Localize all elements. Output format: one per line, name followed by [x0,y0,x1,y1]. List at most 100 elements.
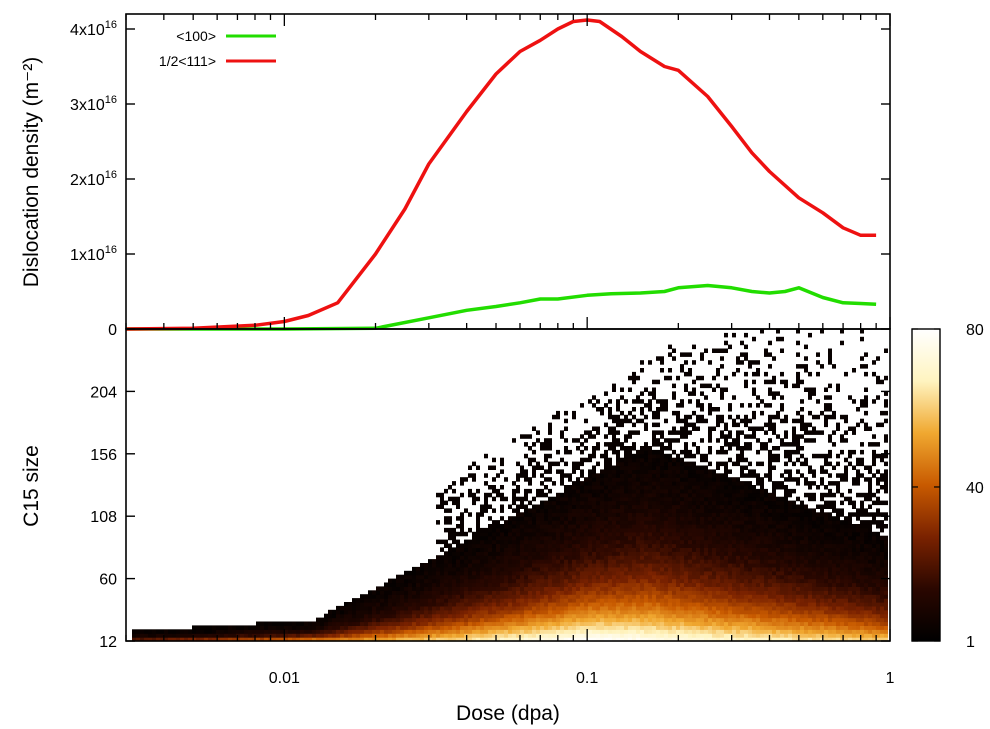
heatmap-cell [320,637,324,642]
heatmap-cell [500,629,504,634]
heatmap-cell [432,637,436,642]
heatmap-cell [456,609,460,615]
heatmap-cell [616,403,620,408]
heatmap-cell [444,574,448,580]
heatmap-cell [444,539,448,545]
heatmap-cell [500,609,504,615]
heatmap-cell [680,516,684,521]
heatmap-cell [572,629,576,634]
heatmap-cell [500,633,504,638]
heatmap-cell [536,438,540,443]
heatmap-cell [476,520,480,525]
heatmap-cell [744,422,748,428]
heatmap-cell [752,543,756,548]
heatmap-cell [720,559,724,564]
heatmap-cell [688,578,692,584]
heatmap-cell [708,547,712,552]
heatmap-cell [592,602,596,607]
heatmap-cell [580,547,584,552]
heatmap-cell [400,621,404,626]
heatmap-cell [544,453,548,459]
heatmap-cell [468,492,472,498]
heatmap-cell [496,625,500,630]
heatmap-cell [516,629,520,634]
heatmap-cell [664,574,668,580]
heatmap-cell [372,602,376,607]
heatmap-cell [700,586,704,591]
heatmap-cell [588,527,592,533]
heatmap-cell [400,578,404,584]
heatmap-cell [788,578,792,584]
heatmap-cell [656,465,660,470]
heatmap-cell [676,465,680,470]
heatmap-cell [788,457,792,463]
heatmap-cell [768,438,772,443]
heatmap-cell [420,598,424,603]
heatmap-cell [440,570,444,576]
heatmap-cell [700,477,704,482]
heatmap-cell [680,617,684,623]
heatmap-cell [556,617,560,623]
heatmap-cell [764,621,768,626]
heatmap-cell [708,485,712,490]
heatmap-cell [712,582,716,587]
heatmap-cell [676,602,680,607]
heatmap-cell [452,594,456,599]
heatmap-cell [368,594,372,599]
heatmap-cell [648,629,652,634]
heatmap-cell [536,555,540,560]
heatmap-cell [564,598,568,603]
heatmap-cell [692,442,696,447]
heatmap-cell [252,625,256,630]
heatmap-cell [612,414,616,420]
heatmap-cell [748,598,752,603]
heatmap-cell [484,633,488,638]
heatmap-cell [596,516,600,521]
heatmap-cell [688,570,692,576]
heatmap-cell [540,578,544,584]
heatmap-cell [580,629,584,634]
heatmap-cell [524,524,528,529]
heatmap-cell [324,637,328,642]
heatmap-cell [460,582,464,587]
heatmap-cell [492,602,496,607]
heatmap-cell [628,633,632,638]
heatmap-cell [628,492,632,498]
heatmap-cell [536,621,540,626]
heatmap-cell [392,582,396,587]
heatmap-cell [768,504,772,509]
heatmap-cell [656,609,660,615]
heatmap-cell [640,602,644,607]
heatmap-cell [488,504,492,509]
heatmap-cell [436,633,440,638]
heatmap-cell [472,629,476,634]
heatmap-cell [572,633,576,638]
heatmap-cell [692,344,696,350]
heatmap-cell [644,520,648,525]
heatmap-cell [652,621,656,626]
heatmap-cell [472,559,476,564]
heatmap-cell [720,391,724,396]
heatmap-cell [596,399,600,404]
heatmap-cell [684,613,688,619]
heatmap-cell [424,586,428,591]
heatmap-cell [644,609,648,615]
heatmap-cell [664,500,668,506]
heatmap-cell [568,512,572,517]
heatmap-cell [580,605,584,611]
heatmap-cell [692,465,696,470]
heatmap-cell [664,438,668,443]
heatmap-cell [608,539,612,545]
heatmap-cell [560,469,564,474]
heatmap-cell [764,617,768,623]
heatmap-cell [420,633,424,638]
heatmap-cell [624,578,628,584]
heatmap-cell [508,531,512,537]
heatmap-cell [704,602,708,607]
heatmap-cell [452,586,456,591]
heatmap-cell [772,488,776,494]
heatmap-cell [528,477,532,482]
heatmap-cell [396,625,400,630]
heatmap-cell [740,570,744,576]
heatmap-cell [672,356,676,361]
